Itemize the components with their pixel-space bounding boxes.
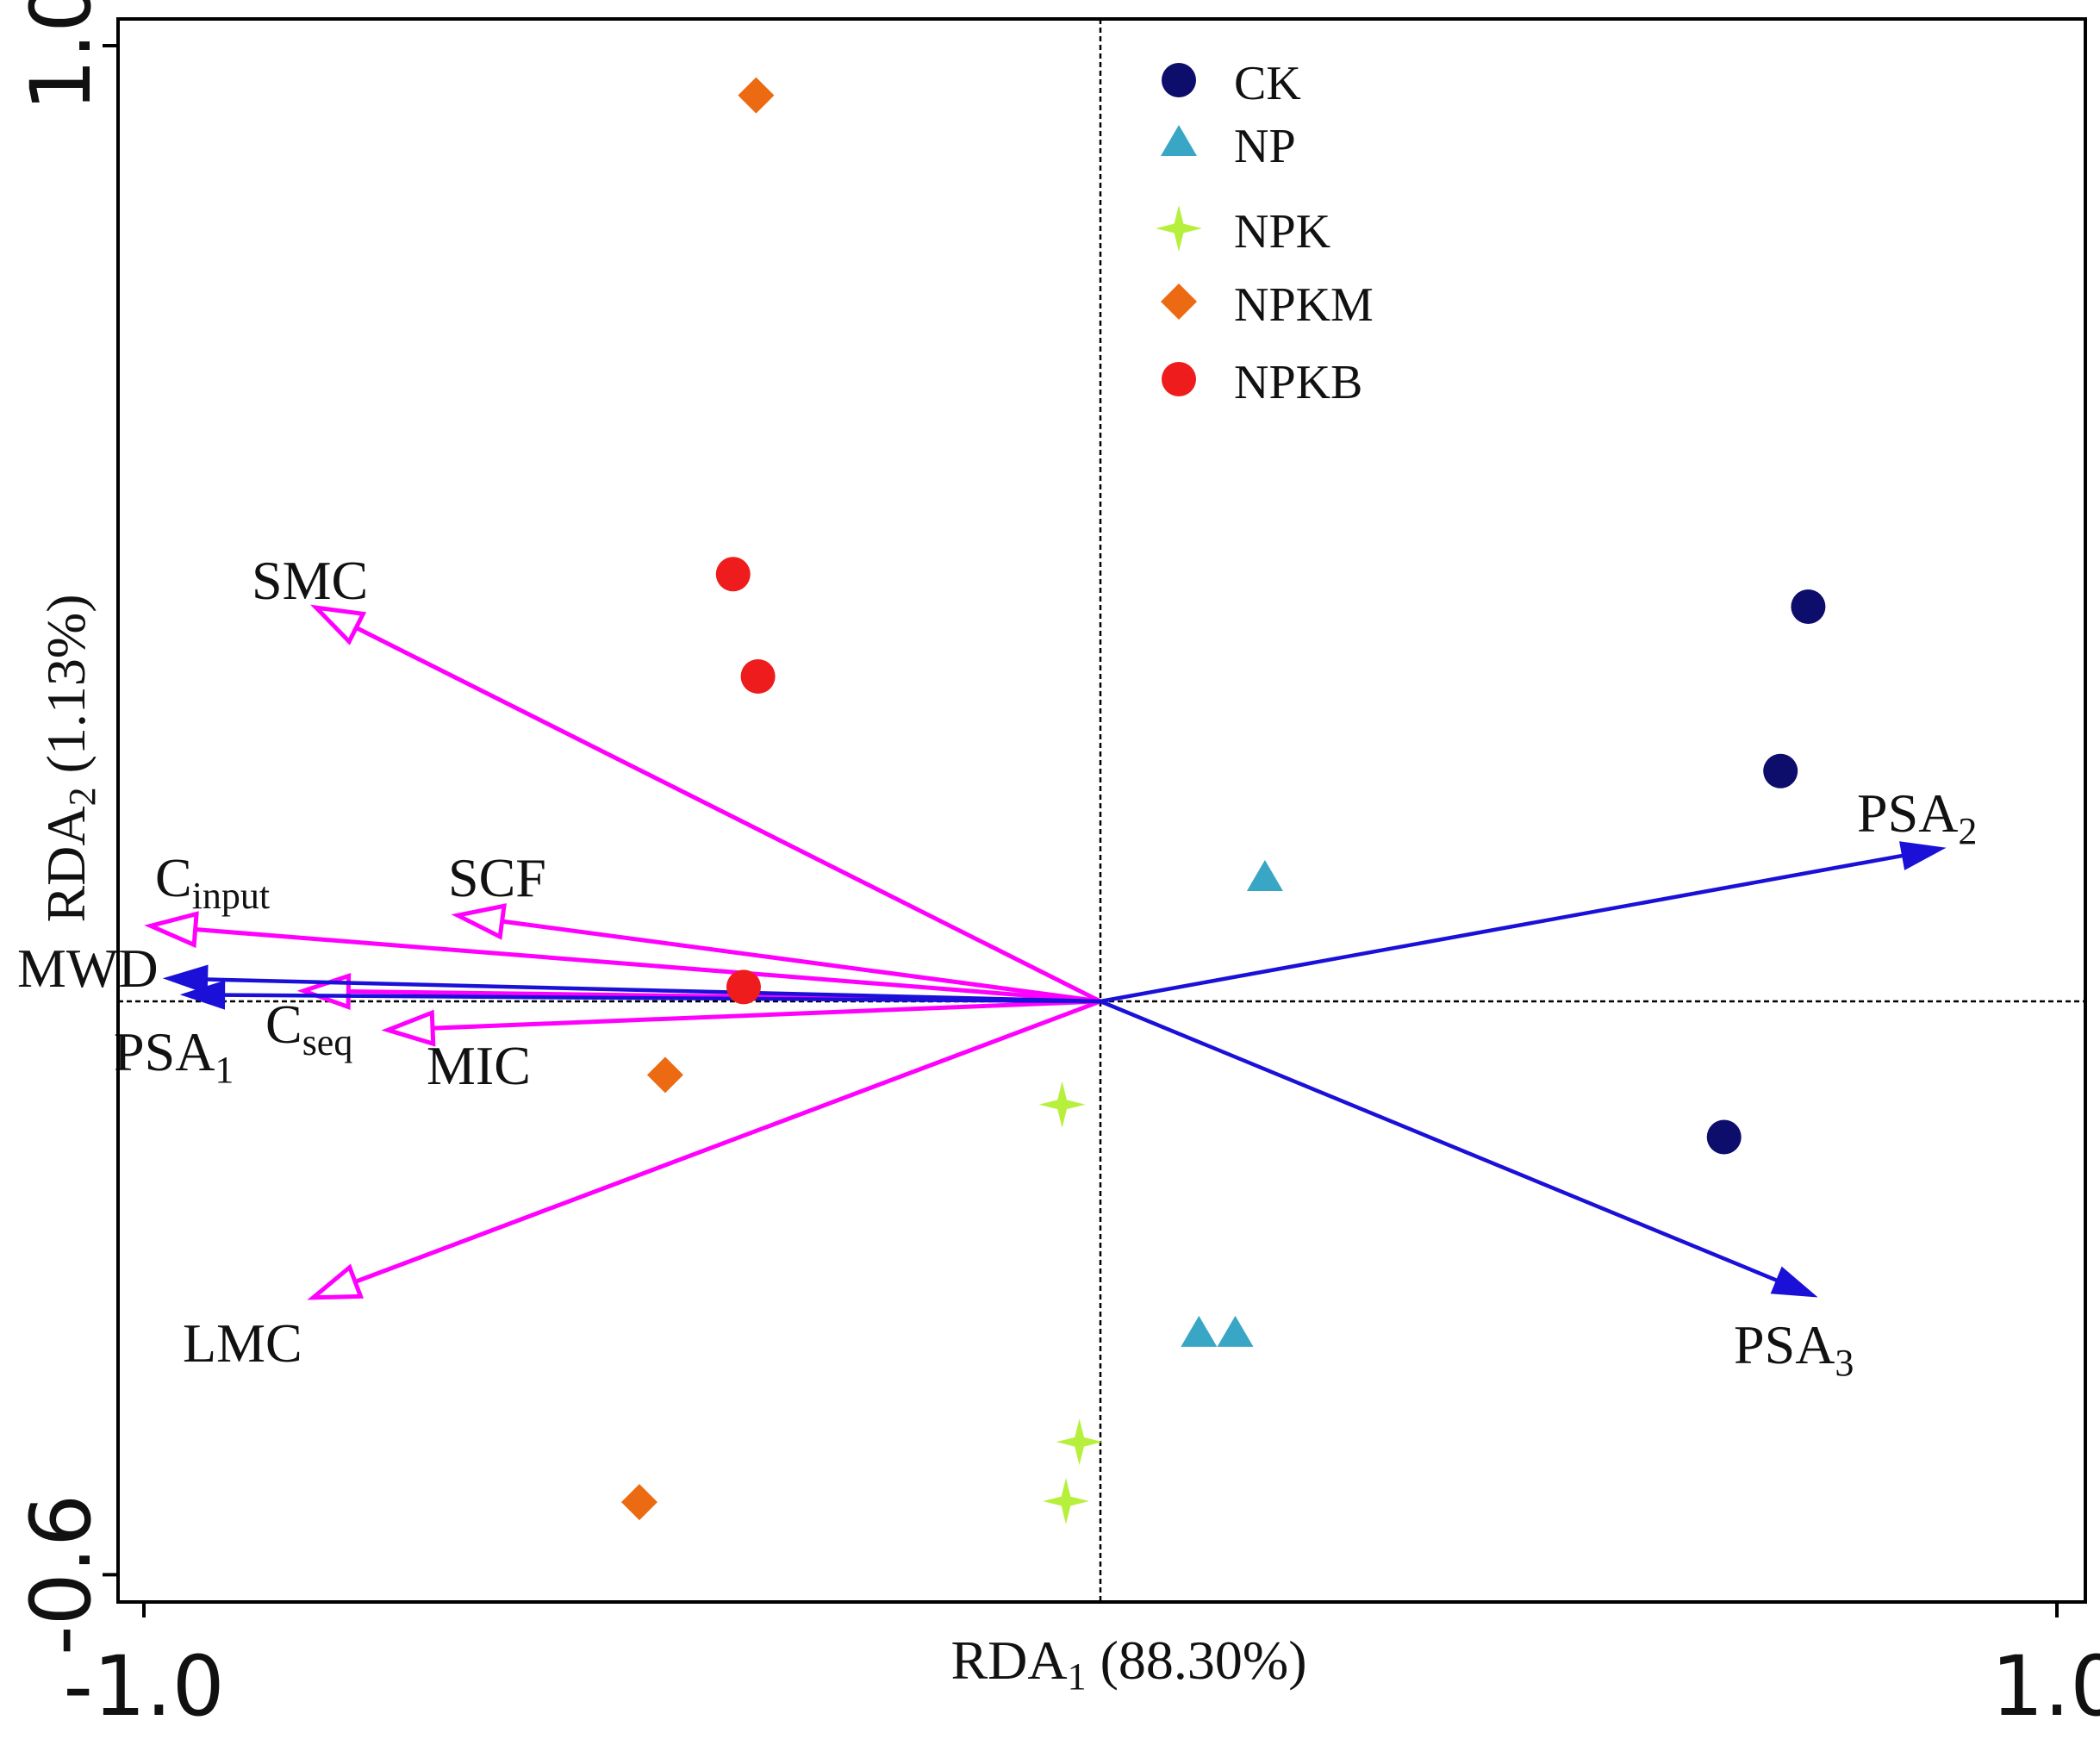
- vector-label-mic: MIC: [427, 1035, 531, 1096]
- vector-scf: [451, 903, 1101, 1004]
- vector-mic: [381, 999, 1101, 1047]
- legend-label-npkm: NPKM: [1234, 278, 1374, 332]
- x-tick-label-1-0: 1.0: [1991, 1638, 2100, 1735]
- point-npkm-3: [620, 1484, 657, 1521]
- vector-line-lmc: [354, 999, 1101, 1284]
- legend-item-npkb: NPKB: [1162, 356, 1362, 409]
- point-npkb-2: [740, 658, 776, 694]
- legend-marker-ck: [1162, 63, 1196, 97]
- vector-head-psa2: [1899, 841, 1947, 870]
- point-ck-2: [1763, 753, 1798, 788]
- vector-line-psa1: [223, 993, 1101, 1004]
- legend-marker-npkm: [1161, 284, 1197, 320]
- vector-label-psa3: PSA3: [1734, 1314, 1854, 1384]
- point-npkb-1: [715, 557, 751, 592]
- vector-label-mwd: MWD: [17, 938, 159, 999]
- vector-psa2: [1100, 841, 1947, 1004]
- series-np: [1181, 859, 1283, 1347]
- sample-points: [620, 77, 1826, 1524]
- point-npk-2: [1056, 1418, 1103, 1466]
- x-tick-label--1-0: -1.0: [63, 1638, 224, 1735]
- point-np-1: [1246, 859, 1283, 891]
- vector-head-lmc: [307, 1263, 365, 1300]
- legend-label-npkb: NPKB: [1234, 356, 1362, 409]
- x-axis-title: RDA1 (88.30%): [950, 1630, 1306, 1698]
- legend-marker-npk: [1156, 205, 1202, 252]
- vector-line-psa3: [1100, 999, 1779, 1283]
- y-axis-title: RDA2 (1.13%): [35, 594, 103, 922]
- point-np-3: [1217, 1315, 1254, 1347]
- vector-line-mwd: [206, 977, 1101, 1004]
- legend-item-npkm: NPKM: [1161, 278, 1374, 332]
- legend: CK NP NPK NPKM NPKB: [1156, 57, 1374, 409]
- point-ck-1: [1791, 589, 1826, 624]
- legend-item-ck: CK: [1162, 57, 1301, 110]
- point-npkm-2: [646, 1056, 683, 1094]
- vector-head-psa3: [1770, 1266, 1818, 1298]
- vector-line-cinput: [195, 927, 1101, 1004]
- vector-head-mic: [381, 1009, 436, 1047]
- vector-label-psa2: PSA2: [1857, 782, 1977, 852]
- legend-label-np: NP: [1234, 120, 1296, 173]
- axes: -1.0 1.0 -0.6 1.0 RDA1 (88.30%) RDA2 (1.13%): [13, 0, 2100, 1735]
- vector-label-psa1: PSA1: [114, 1021, 234, 1091]
- vector-label-scf: SCF: [448, 847, 546, 908]
- series-npkb: [715, 557, 776, 1005]
- vector-lmc: [307, 999, 1101, 1300]
- legend-marker-npkb: [1162, 362, 1196, 396]
- vector-arrows: [144, 604, 1947, 1300]
- vector-head-smc: [309, 604, 367, 645]
- y-tick-label-1-0: 1.0: [13, 0, 109, 111]
- legend-item-npk: NPK: [1156, 205, 1330, 259]
- point-np-2: [1181, 1315, 1218, 1347]
- point-npk-1: [1038, 1081, 1086, 1128]
- vector-line-scf: [502, 919, 1101, 1004]
- vector-line-mic: [432, 999, 1101, 1031]
- point-npkm-1: [738, 77, 775, 114]
- vector-psa1: [179, 980, 1101, 1010]
- vector-label-lmc: LMC: [183, 1312, 302, 1374]
- legend-label-ck: CK: [1234, 57, 1301, 110]
- vector-head-mwd: [162, 964, 209, 994]
- legend-marker-np: [1161, 125, 1197, 156]
- vector-psa3: [1100, 999, 1818, 1298]
- series-ck: [1706, 589, 1826, 1155]
- vector-label-cseq: Cseq: [265, 994, 352, 1063]
- point-npkb-3: [726, 969, 761, 1005]
- vector-head-scf: [451, 903, 507, 940]
- vector-line-psa2: [1100, 853, 1904, 1004]
- legend-label-npk: NPK: [1234, 205, 1330, 259]
- vector-smc: [309, 604, 1102, 1004]
- series-npk: [1038, 1081, 1103, 1524]
- vector-cinput: [144, 911, 1101, 1004]
- vector-line-smc: [355, 626, 1102, 1004]
- point-npk-3: [1043, 1478, 1089, 1524]
- vector-head-psa1: [179, 980, 226, 1010]
- vector-mwd: [162, 964, 1101, 1004]
- y-tick-label--0-6: -0.6: [13, 1494, 109, 1655]
- point-ck-3: [1706, 1119, 1742, 1155]
- vector-labels: SMC Cinput SCF Cseq MIC LMC MWD PSA1 PSA2 PSA3: [17, 550, 1977, 1384]
- vector-label-smc: SMC: [252, 550, 368, 611]
- vector-head-cinput: [144, 911, 199, 949]
- vector-label-cinput: Cinput: [155, 847, 270, 917]
- legend-item-np: NP: [1161, 120, 1296, 173]
- series-npkm: [620, 77, 775, 1521]
